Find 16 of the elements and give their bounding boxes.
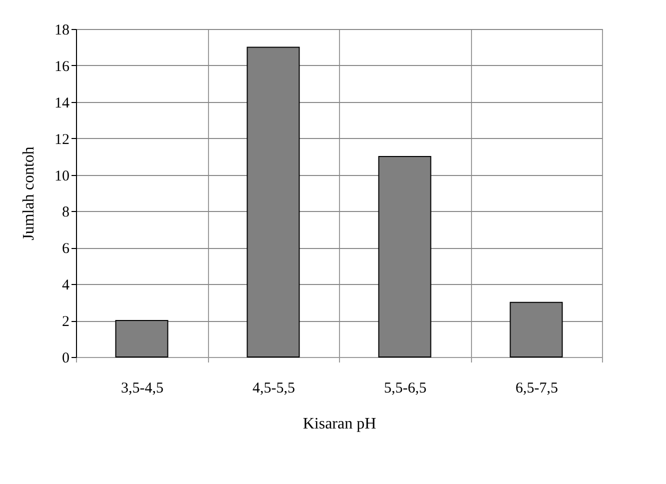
x-tick-label: 5,5-6,5 <box>384 380 426 396</box>
y-tick-label: 2 <box>62 314 70 330</box>
y-tick-label: 12 <box>54 132 70 148</box>
x-tick-label: 3,5-4,5 <box>121 380 164 396</box>
y-tick-label: 4 <box>62 278 70 294</box>
y-tick-label: 10 <box>54 168 70 184</box>
x-tick-label: 6,5-7,5 <box>516 380 558 396</box>
y-tick-label: 0 <box>62 350 70 366</box>
y-axis-title: Jumlah contoh <box>20 146 38 240</box>
y-tick-label: 16 <box>54 58 70 75</box>
y-tick-label: 8 <box>62 204 70 221</box>
y-tick-label: 6 <box>62 241 70 258</box>
x-axis-title: Kisaran pH <box>302 416 377 432</box>
y-tick-label: 18 <box>54 22 70 38</box>
x-tick-label: 4,5-5,5 <box>252 380 295 396</box>
y-tick-label: 14 <box>54 95 70 112</box>
